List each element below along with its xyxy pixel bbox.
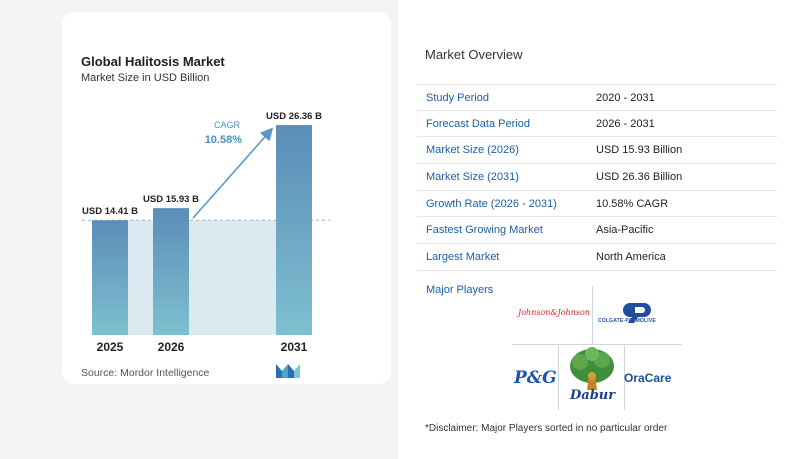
overview-table: Study Period 2020 - 2031 Forecast Data P… (417, 84, 777, 271)
overview-row-study-period: Study Period 2020 - 2031 (417, 84, 777, 111)
overview-value: 2026 - 2031 (596, 117, 655, 130)
overview-row-largest-market: Largest Market North America (417, 244, 777, 271)
overview-value: 2020 - 2031 (596, 92, 655, 104)
overview-label: Fastest Growing Market (426, 224, 543, 237)
overview-label: Market Size (2026) (426, 144, 519, 157)
chart-title: Global Halitosis Market (81, 54, 225, 69)
dabur-tree-logo-icon (570, 347, 614, 390)
chart-subtitle: Market Size in USD Billion (81, 72, 210, 84)
grid-divider (592, 286, 593, 344)
market-overview-panel: Market Overview Study Period 2020 - 2031… (398, 0, 800, 459)
grid-divider (512, 344, 682, 345)
market-size-chart: USD 14.41 B 2025 USD 15.93 B 2026 USD 26.36 … (82, 111, 330, 354)
overview-label: Largest Market (426, 251, 500, 264)
overview-title: Market Overview (425, 47, 523, 62)
reference-area (92, 220, 312, 335)
x-tick-label: 2026 (158, 340, 185, 354)
grid-divider (558, 344, 559, 410)
major-players-label: Major Players (426, 284, 494, 296)
overview-row-growth-rate: Growth Rate (2026 - 2031) 10.58% CAGR (417, 191, 777, 218)
overview-row-fastest-growing: Fastest Growing Market Asia-Pacific (417, 217, 777, 245)
grid-divider (624, 344, 625, 410)
overview-value: North America (596, 251, 666, 264)
oracare-logo: OraCare (624, 371, 672, 385)
bar-value-label: USD 26.36 B (266, 111, 322, 122)
mordor-intelligence-logo-icon (276, 364, 300, 378)
overview-row-market-size-2026: Market Size (2026) USD 15.93 Billion (417, 137, 777, 165)
bar-2025 (92, 220, 128, 335)
overview-value: 10.58% CAGR (596, 197, 669, 210)
source-text: Source: Mordor Intelligence (81, 367, 210, 379)
x-tick-label: 2025 (97, 340, 124, 354)
disclaimer-text: *Disclaimer: Major Players sorted in no … (425, 423, 668, 434)
overview-label: Forecast Data Period (426, 117, 530, 130)
overview-value: USD 26.36 Billion (596, 171, 683, 184)
bar-value-label: USD 14.41 B (82, 206, 138, 217)
dabur-logo: Dabur (570, 388, 616, 403)
johnson-and-johnson-logo: Johnson&Johnson (518, 308, 590, 317)
cagr-label: CAGR (214, 120, 241, 130)
overview-row-market-size-2031: Market Size (2031) USD 26.36 Billion (417, 164, 777, 191)
colgate-palmolive-logo-icon (623, 303, 651, 323)
x-tick-label: 2031 (281, 340, 308, 354)
overview-label: Growth Rate (2026 - 2031) (426, 197, 557, 210)
bar-2026 (153, 208, 189, 335)
major-players-grid (506, 286, 682, 410)
bar-2031 (276, 125, 312, 335)
pg-logo: P&G (514, 368, 557, 388)
overview-value: USD 15.93 Billion (596, 144, 683, 157)
colgate-palmolive-logo: COLGATE-PALMOLIVE (598, 318, 656, 324)
bar-value-label: USD 15.93 B (143, 194, 199, 205)
overview-label: Market Size (2031) (426, 171, 519, 184)
cagr-value: 10.58% (205, 134, 243, 146)
overview-row-forecast-period: Forecast Data Period 2026 - 2031 (417, 111, 777, 138)
cagr-arrow (192, 127, 274, 219)
overview-value: Asia-Pacific (596, 224, 654, 237)
overview-label: Study Period (426, 92, 489, 104)
chart-card: USD 14.41 B 2025 USD 15.93 B 2026 USD 26.36 … (62, 12, 391, 384)
